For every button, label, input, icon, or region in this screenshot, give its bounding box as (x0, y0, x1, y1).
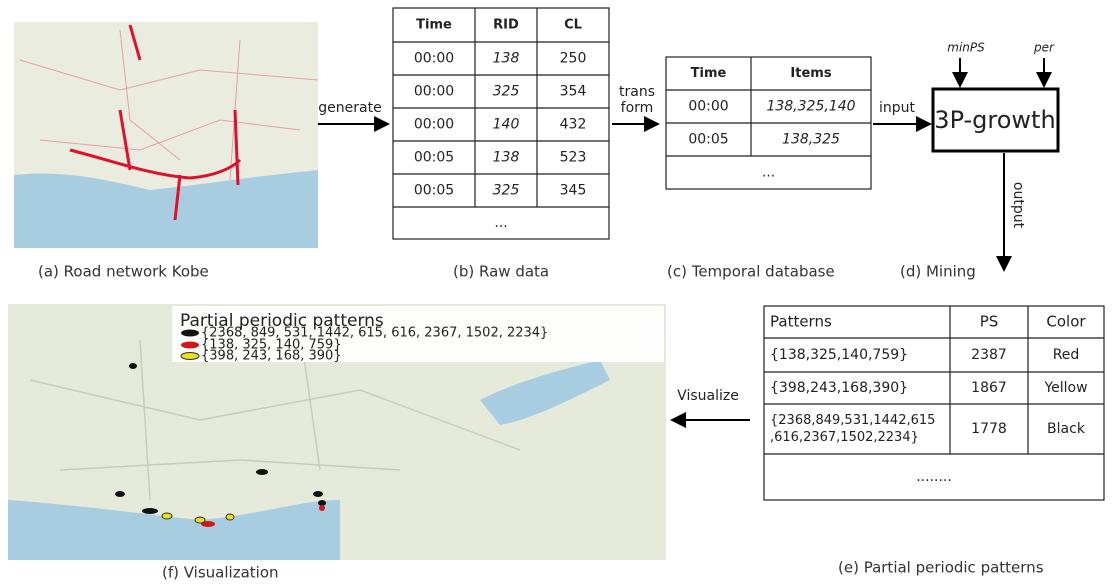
caption: (f) Visualization (162, 564, 279, 582)
table-cell: 523 (560, 150, 587, 166)
table-cell: Red (1053, 347, 1080, 363)
table-cell: {2368,849,531,1442,615 (770, 413, 935, 428)
legend-entry: {2368, 849, 531, 1442, 615, 616, 2367, 1… (201, 326, 548, 341)
legend-entry: {398, 243, 168, 390} (201, 349, 342, 364)
arrow-label: input (879, 100, 916, 116)
table-cell: 138 (493, 51, 520, 67)
table-cell: Yellow (1043, 380, 1087, 396)
table-cell: 00:00 (414, 51, 454, 67)
algorithm-name: 3P-growth (934, 106, 1055, 134)
arrow-label: output (1010, 182, 1026, 229)
table-cell: 00:05 (414, 150, 454, 166)
table-cell: Black (1047, 421, 1086, 437)
caption: (e) Partial periodic patterns (838, 559, 1044, 577)
table-cell: 00:00 (414, 117, 454, 133)
table-cell: 354 (560, 84, 587, 100)
table-cell: 325 (493, 183, 520, 199)
column-header: Color (1046, 313, 1086, 331)
table-border (763, 305, 1105, 501)
table-cell: 00:05 (414, 183, 454, 199)
column-header: RID (493, 18, 519, 33)
visualization-map (8, 304, 666, 560)
column-header: CL (564, 18, 582, 33)
table-cell: 140 (493, 117, 520, 133)
table-cell: 1778 (971, 421, 1007, 437)
algorithm-box (931, 87, 1060, 153)
table-cell: {138,325,140,759} (770, 347, 908, 363)
table-cell: 00:00 (414, 84, 454, 100)
caption: (d) Mining (900, 263, 976, 281)
caption: (b) Raw data (453, 263, 549, 281)
arrow-label: form (621, 100, 654, 116)
caption: (c) Temporal database (667, 263, 835, 281)
legend-title: Partial periodic patterns (180, 311, 384, 331)
legend-entry: {138, 325, 140, 759} (201, 338, 342, 353)
table-cell: 00:00 (688, 99, 728, 115)
table-cell: 138,325 (782, 132, 840, 148)
table-cell: 345 (560, 183, 587, 199)
table-cell: 325 (493, 84, 520, 100)
column-header: Time (691, 66, 727, 81)
arrow-label: Visualize (677, 388, 739, 404)
table-cell: {398,243,168,390} (770, 380, 908, 396)
table-cell: 138 (493, 150, 520, 166)
table-cell: 432 (560, 117, 587, 133)
ellipsis: ........ (916, 469, 952, 485)
table-cell: 1867 (971, 380, 1007, 396)
column-header: Time (416, 18, 452, 33)
table-cell: 2387 (971, 347, 1007, 363)
parameter: minPS (947, 41, 985, 55)
parameter: per (1033, 41, 1055, 55)
column-header: Patterns (770, 313, 832, 331)
table-cell: ,616,2367,1502,2234} (770, 430, 919, 445)
column-header: Items (790, 66, 831, 81)
table-cell: 250 (560, 51, 587, 67)
arrow-label: generate (318, 100, 381, 116)
ellipsis: ... (762, 165, 775, 181)
road-map (14, 22, 319, 248)
column-header: PS (980, 313, 999, 331)
table-cell: 138,325,140 (766, 99, 855, 115)
ellipsis: ... (494, 215, 507, 231)
arrow-label: trans (619, 84, 655, 100)
table-border (392, 7, 610, 240)
caption: (a) Road network Kobe (38, 263, 209, 281)
table-cell: 00:05 (688, 132, 728, 148)
